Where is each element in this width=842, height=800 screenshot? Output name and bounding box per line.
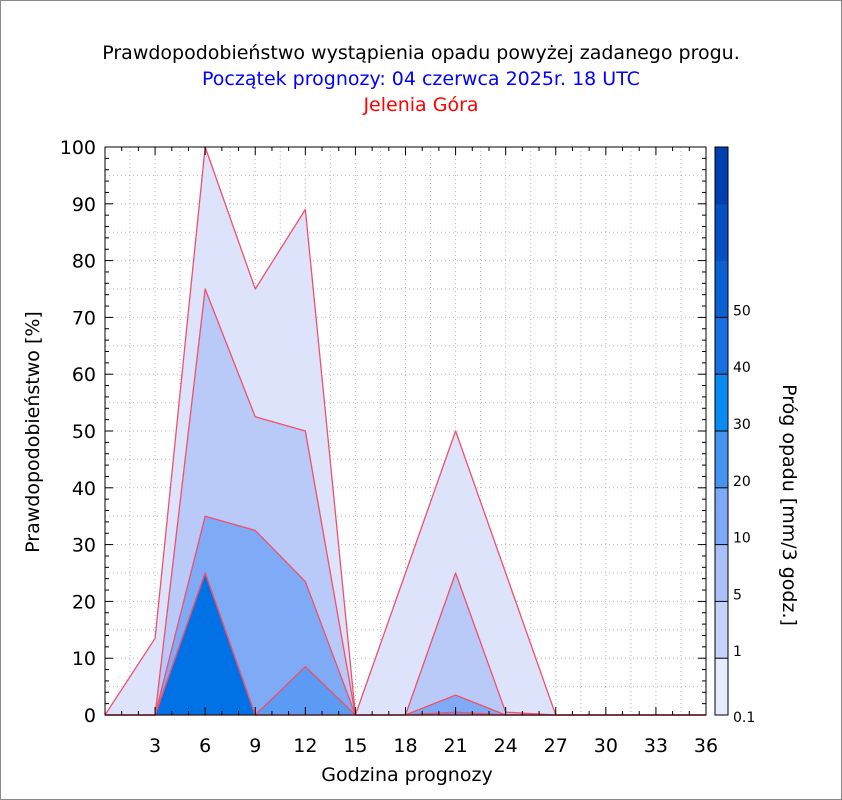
y-tick-label: 0: [84, 705, 96, 727]
x-tick-label: 30: [594, 735, 618, 757]
x-tick-label: 36: [694, 735, 718, 757]
x-axis-label: Godzina prognozy: [321, 764, 492, 786]
y-tick-label: 10: [72, 648, 96, 670]
x-tick-label: 21: [443, 735, 467, 757]
y-tick-label: 80: [72, 251, 96, 273]
x-tick-label: 18: [393, 735, 417, 757]
x-tick-label: 24: [494, 735, 518, 757]
x-tick-label: 12: [293, 735, 317, 757]
y-tick-label: 40: [72, 478, 96, 500]
y-tick-label: 50: [72, 421, 96, 443]
y-tick-label: 70: [72, 307, 96, 329]
area-threshold-20: [105, 573, 706, 715]
colorbar-tick-label: 10: [733, 531, 751, 547]
chart-title: Prawdopodobieństwo wystąpienia opadu pow…: [102, 42, 740, 64]
y-tick-label: 20: [72, 591, 96, 613]
threshold-colorbar: 0.1 1 5 10 20 30 40 50: [714, 146, 755, 726]
colorbar-tick-label: 5: [733, 587, 742, 603]
colorbar-label: Próg opadu [mm/3 godz.]: [778, 384, 800, 626]
y-tick-label: 90: [72, 194, 96, 216]
y-tick-label: 60: [72, 364, 96, 386]
colorbar-segment: [715, 374, 728, 432]
y-tick-label: 100: [60, 137, 96, 159]
colorbar-segment: [715, 487, 728, 546]
x-tick-label: 6: [199, 735, 211, 757]
y-axis-label: Prawdopodobieństwo [%]: [22, 311, 44, 553]
colorbar-segment: [715, 317, 728, 375]
x-tick-label: 9: [249, 735, 261, 757]
colorbar-tick-label: 50: [733, 303, 751, 319]
colorbar-segment: [715, 601, 728, 659]
colorbar-segment: [715, 147, 728, 205]
x-tick-label: 3: [149, 735, 161, 757]
colorbar-tick-label: 1: [733, 644, 742, 660]
colorbar-segment: [715, 658, 728, 716]
colorbar-segment: [715, 260, 728, 318]
area-threshold-5: [105, 516, 706, 715]
colorbar-tick-label: 20: [733, 474, 751, 490]
y-tick-label: 30: [72, 535, 96, 557]
colorbar-segment: [715, 203, 728, 262]
colorbar-segment: [715, 544, 728, 602]
chart-subtitle: Początek prognozy: 04 czerwca 2025r. 18 …: [202, 68, 640, 90]
x-tick-label: 33: [644, 735, 668, 757]
x-tick-label: 27: [544, 735, 568, 757]
x-tick-label: 15: [343, 735, 367, 757]
colorbar-tick-label: 40: [733, 360, 751, 376]
colorbar-tick-label: 30: [733, 417, 751, 433]
chart-location: Jelenia Góra: [363, 94, 479, 116]
colorbar-tick-label: 0.1: [733, 710, 755, 726]
colorbar-segment: [715, 431, 728, 489]
